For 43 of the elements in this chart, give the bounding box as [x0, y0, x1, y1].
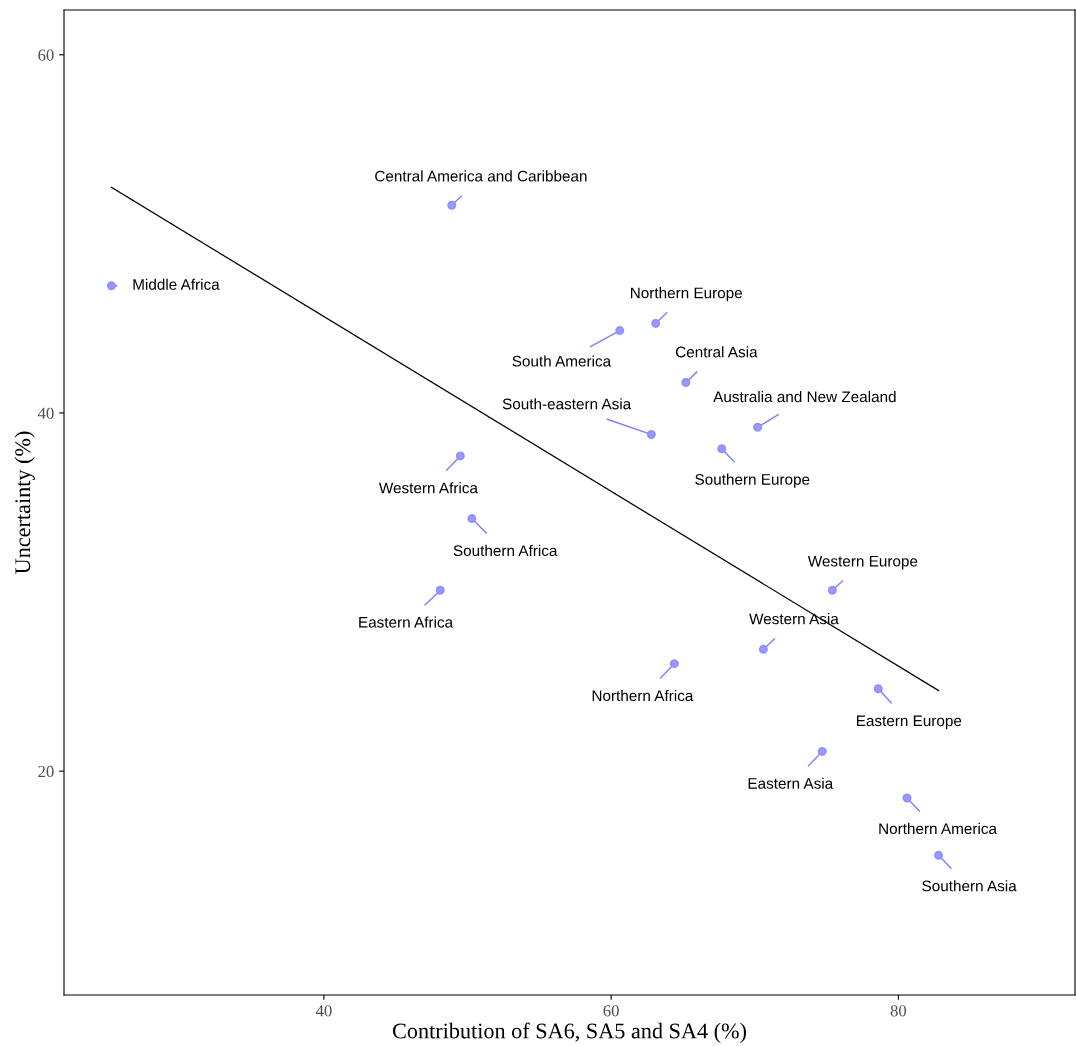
- annotation: South-eastern Asia: [502, 398, 632, 410]
- annotation: Central Asia: [675, 346, 758, 358]
- point: [827, 585, 837, 595]
- annotation: Western Africa: [378, 482, 478, 494]
- annotation: Southern Africa: [453, 544, 558, 557]
- y-tick-label: 40: [37, 407, 54, 419]
- y-axis-title: Uncertainty (%): [14, 431, 35, 574]
- annotation: Northern Europe: [631, 287, 743, 302]
- point: [455, 451, 465, 461]
- annotation: Northern Africa: [592, 689, 694, 702]
- annotation: Northern America: [879, 822, 997, 835]
- annotation: Eastern Asia: [748, 777, 834, 789]
- point: [902, 793, 912, 803]
- point: [467, 514, 477, 524]
- point: [681, 378, 691, 388]
- point: [435, 585, 445, 595]
- point: [758, 644, 768, 654]
- annotation: Eastern Africa: [359, 616, 454, 628]
- annotation: South America: [512, 355, 612, 367]
- x-tick-label: 40: [315, 1005, 332, 1017]
- point: [651, 318, 661, 328]
- x-tick-label: 80: [890, 1005, 907, 1017]
- x-tick-label: 60: [603, 1005, 619, 1017]
- annotation: Australia and New Zealand: [713, 390, 896, 403]
- point: [753, 422, 763, 432]
- y-tick-label: 60: [38, 49, 54, 61]
- annotation: Southern Europe: [695, 473, 810, 488]
- point: [873, 684, 883, 694]
- point: [106, 281, 116, 291]
- annotation: Western Europe: [807, 555, 918, 570]
- annotation: Middle Africa: [133, 278, 220, 290]
- annotation: Southern Asia: [922, 880, 1017, 892]
- annotation: Eastern Europe: [856, 715, 962, 730]
- annotation: Central America and Caribbean: [375, 170, 587, 182]
- point: [717, 444, 727, 454]
- point: [934, 850, 944, 860]
- point: [646, 429, 656, 439]
- point: [615, 326, 625, 336]
- point: [669, 659, 679, 669]
- y-tick-label: 20: [38, 765, 54, 778]
- point: [817, 746, 827, 756]
- point: [447, 200, 457, 210]
- x-axis-title: Contribution of SA6, SA5 and SA4 (%): [392, 1022, 746, 1043]
